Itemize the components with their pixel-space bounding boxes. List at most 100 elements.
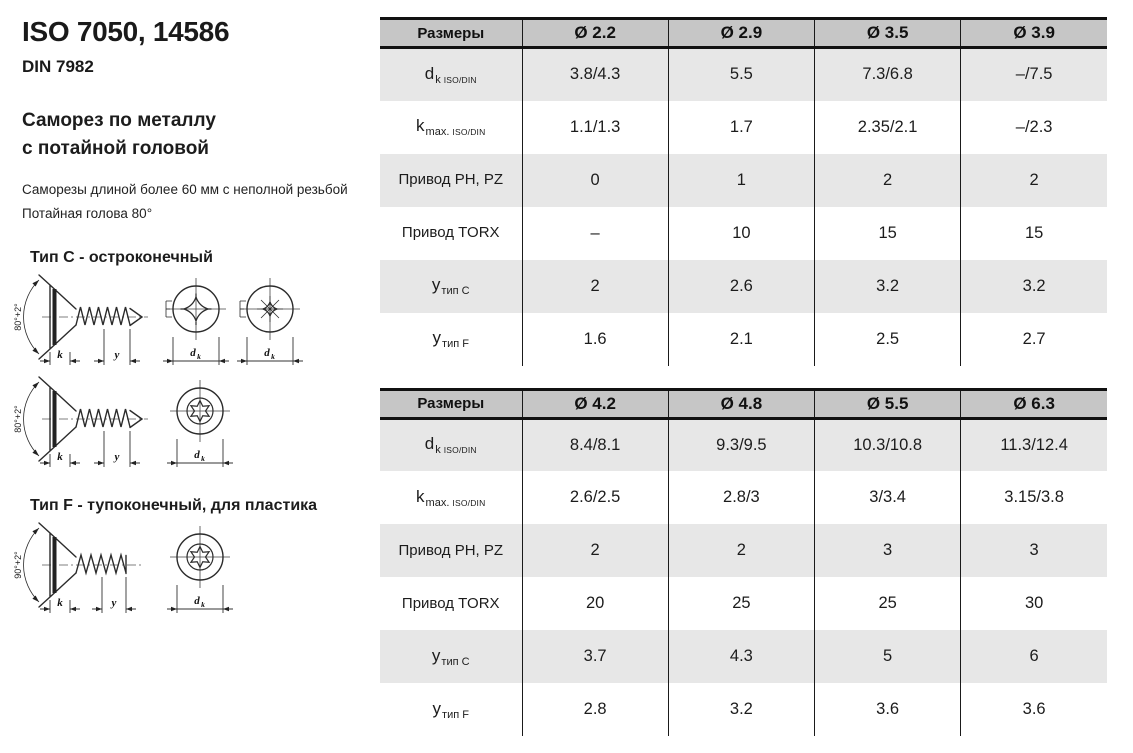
table-row-drive-ph-pz: Привод PH, PZ 2 2 3 3 — [380, 524, 1107, 577]
value-cell: 3.2 — [960, 259, 1107, 313]
header-cell-diameter: Ø 4.2 — [521, 387, 669, 420]
value-cell: 2.8/3 — [667, 471, 815, 524]
header-cell-diameter: Ø 6.3 — [960, 387, 1107, 420]
value-cell: 6 — [960, 630, 1107, 683]
value-cell: 2 — [960, 153, 1107, 207]
row-label-drive-ph-pz: Привод PH, PZ — [398, 171, 504, 188]
header-cell-sizes: Размеры — [380, 387, 522, 420]
row-label-y-type-f: yтип F — [432, 328, 469, 350]
table-row-y-type-f: yтип F 1.6 2.1 2.5 2.7 — [380, 312, 1107, 366]
page-title: ISO 7050, 14586 — [22, 16, 230, 47]
value-cell: 1.6 — [521, 312, 669, 366]
row-label-dk: dk ISO/DIN — [424, 434, 477, 457]
value-cell: 2.8 — [521, 683, 669, 736]
value-cell: 3.8/4.3 — [521, 47, 669, 101]
table-row-dk: dk ISO/DIN 8.4/8.1 9.3/9.5 10.3/10.8 11.3… — [380, 418, 1107, 471]
value-cell: 3.2 — [813, 259, 961, 313]
value-cell: 30 — [960, 577, 1107, 630]
value-cell: 1 — [667, 153, 815, 207]
description-line1: Саморезы длиной более 60 мм с неполной р… — [22, 182, 348, 198]
value-cell: – — [521, 206, 669, 260]
product-name-line2: с потайной головой — [22, 137, 209, 159]
value-cell: 9.3/9.5 — [667, 418, 815, 471]
row-label-drive-ph-pz: Привод PH, PZ — [398, 541, 504, 559]
value-cell: 8.4/8.1 — [521, 418, 669, 471]
row-label-y-type-c: yтип C — [431, 275, 470, 297]
value-cell: 20 — [521, 577, 669, 630]
value-cell: –/2.3 — [960, 100, 1107, 154]
header-cell-diameter: Ø 3.5 — [813, 17, 961, 49]
row-label-drive-torx: Привод TORX — [401, 594, 500, 612]
value-cell: 3 — [813, 524, 961, 577]
table-row-drive-ph-pz: Привод PH, PZ 0 1 2 2 — [380, 153, 1107, 207]
type-c-screw-drawing-torx: 80°+2° — [13, 376, 244, 469]
header-cell-diameter: Ø 2.2 — [521, 17, 669, 49]
description-line2: Потайная голова 80° — [22, 205, 153, 221]
value-cell: 5 — [813, 630, 961, 683]
row-label-y-type-c: yтип C — [431, 645, 470, 668]
type-f-screw-drawing-torx: 90°+2° — [13, 522, 244, 615]
row-label-kmax: kmax. ISO/DIN — [416, 486, 486, 509]
type-f-heading: Тип F - тупоконечный, для пластика — [30, 497, 318, 515]
value-cell: 1.7 — [667, 100, 815, 154]
value-cell: 2 — [813, 153, 961, 207]
value-cell: 2.5 — [813, 312, 961, 366]
value-cell: 10.3/10.8 — [813, 418, 961, 471]
value-cell: 3/3.4 — [813, 471, 961, 524]
value-cell: 3 — [960, 524, 1107, 577]
product-name: Саморез по металлу с потайной головой — [22, 107, 380, 162]
left-panel: ISO 7050, 14586 DIN 7982 Саморез по мета… — [0, 0, 380, 753]
table-row-drive-torx: Привод TORX – 10 15 15 — [380, 206, 1107, 260]
product-description: Саморезы длиной более 60 мм с неполной р… — [22, 178, 380, 225]
value-cell: 2 — [521, 259, 669, 313]
value-cell: 2.1 — [667, 312, 815, 366]
header-cell-sizes: Размеры — [380, 17, 522, 49]
value-cell: 25 — [813, 577, 961, 630]
header-cell-diameter: Ø 3.9 — [960, 17, 1107, 49]
row-label-drive-torx: Привод TORX — [401, 224, 500, 241]
header-cell-diameter: Ø 4.8 — [667, 387, 815, 420]
header-cell-diameter: Ø 5.5 — [813, 387, 961, 420]
row-label-y-type-f: yтип F — [432, 698, 469, 721]
type-c-screw-drawing-ph-pz: k y k y — [13, 274, 308, 367]
value-cell: 2.7 — [960, 312, 1107, 366]
table-row-kmax: kmax. ISO/DIN 1.1/1.3 1.7 2.35/2.1 –/2.3 — [380, 100, 1107, 154]
value-cell: 2 — [667, 524, 815, 577]
row-label-kmax: kmax. ISO/DIN — [416, 116, 486, 138]
value-cell: 7.3/6.8 — [813, 47, 961, 101]
value-cell: 3.2 — [667, 683, 815, 736]
table-header-row: Размеры Ø 4.2 Ø 4.8 Ø 5.5 Ø 6.3 — [380, 387, 1107, 420]
value-cell: 3.6 — [960, 683, 1107, 736]
header-cell-diameter: Ø 2.9 — [667, 17, 815, 49]
value-cell: 15 — [960, 206, 1107, 260]
value-cell: 2.6/2.5 — [521, 471, 669, 524]
value-cell: 2.35/2.1 — [813, 100, 961, 154]
table-row-dk: dk ISO/DIN 3.8/4.3 5.5 7.3/6.8 –/7.5 — [380, 47, 1107, 101]
value-cell: 15 — [813, 206, 961, 260]
value-cell: 0 — [521, 153, 669, 207]
table-row-y-type-c: yтип C 2 2.6 3.2 3.2 — [380, 259, 1107, 313]
table-row-kmax: kmax. ISO/DIN 2.6/2.5 2.8/3 3/3.4 3.15/3.… — [380, 471, 1107, 524]
din-standard-subtitle: DIN 7982 — [22, 57, 94, 76]
value-cell: 3.6 — [813, 683, 961, 736]
table-header-row: Размеры Ø 2.2 Ø 2.9 Ø 3.5 Ø 3.9 — [380, 17, 1107, 49]
value-cell: 2 — [521, 524, 669, 577]
table-row-y-type-c: yтип C 3.7 4.3 5 6 — [380, 630, 1107, 683]
dimensions-table-large: Размеры Ø 4.2 Ø 4.8 Ø 5.5 Ø 6.3 dk ISO/DI… — [380, 387, 1107, 736]
value-cell: 11.3/12.4 — [960, 418, 1107, 471]
tables-panel: Размеры Ø 2.2 Ø 2.9 Ø 3.5 Ø 3.9 dk ISO/DI… — [380, 0, 1133, 753]
value-cell: 25 — [667, 577, 815, 630]
value-cell: –/7.5 — [960, 47, 1107, 101]
value-cell: 1.1/1.3 — [521, 100, 669, 154]
value-cell: 10 — [667, 206, 815, 260]
value-cell: 3.15/3.8 — [960, 471, 1107, 524]
value-cell: 2.6 — [667, 259, 815, 313]
head-angle-label: 80°+2° — [13, 303, 23, 331]
value-cell: 3.7 — [521, 630, 669, 683]
value-cell: 4.3 — [667, 630, 815, 683]
row-label-dk: dk ISO/DIN — [424, 63, 477, 86]
head-angle-label: 90°+2° — [13, 551, 23, 579]
table-row-drive-torx: Привод TORX 20 25 25 30 — [380, 577, 1107, 630]
type-c-heading: Тип C - остроконечный — [30, 249, 213, 267]
